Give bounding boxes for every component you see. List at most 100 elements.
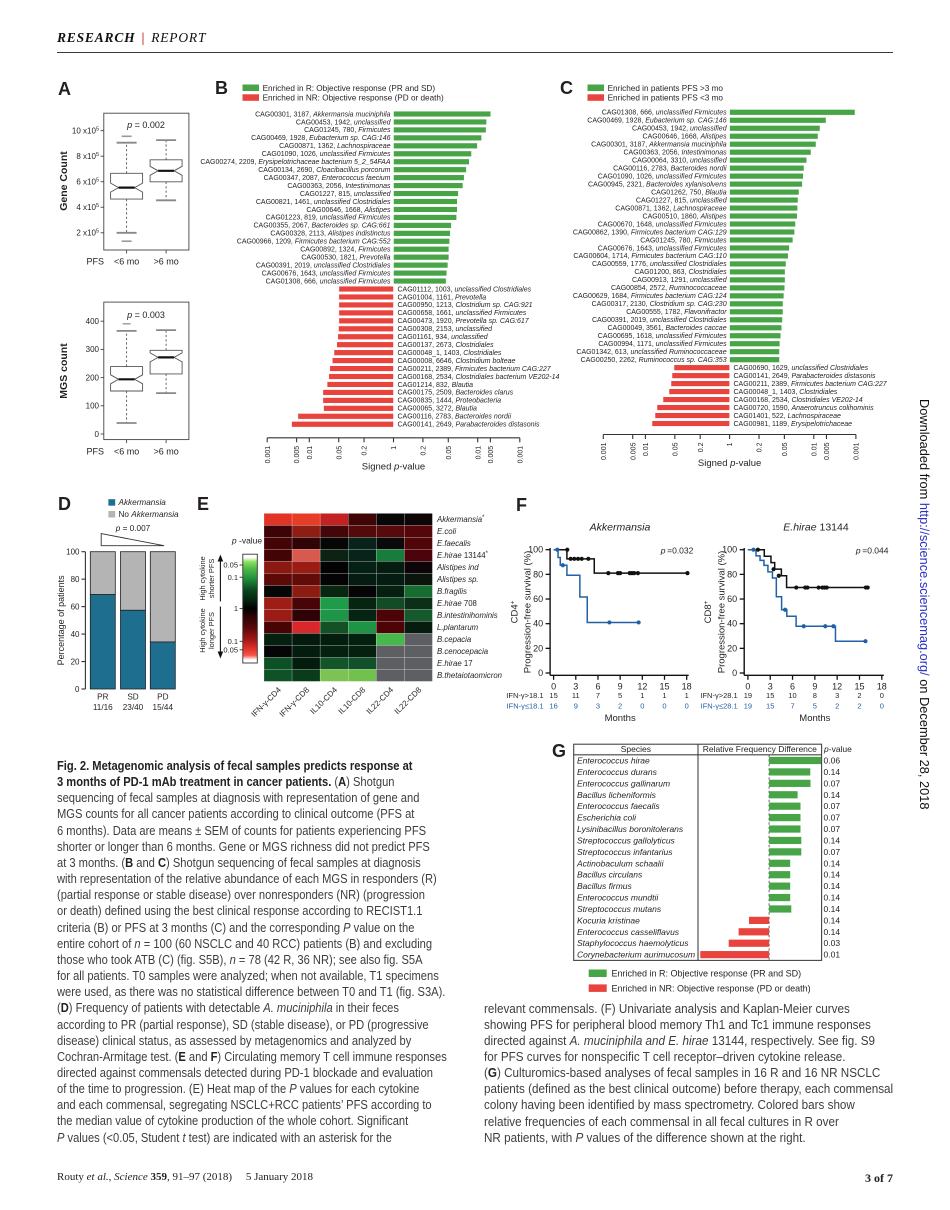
svg-text:100: 100 bbox=[86, 402, 100, 411]
svg-text:0.05: 0.05 bbox=[336, 446, 343, 460]
svg-text:Signed p-value: Signed p-value bbox=[698, 458, 761, 469]
svg-text:Kocuria kristinae: Kocuria kristinae bbox=[577, 915, 640, 925]
svg-text:E.hirae 13144*: E.hirae 13144* bbox=[437, 551, 489, 560]
svg-text:0: 0 bbox=[662, 702, 666, 711]
svg-text:0.2: 0.2 bbox=[421, 446, 428, 456]
svg-text:23/40: 23/40 bbox=[123, 703, 144, 712]
svg-text:longer PFS: longer PFS bbox=[207, 612, 216, 649]
svg-text:3: 3 bbox=[596, 702, 600, 711]
svg-text:Akkermansia: Akkermansia bbox=[118, 498, 167, 507]
svg-text:CAG00646, 1668, Alistipes: CAG00646, 1668, Alistipes bbox=[643, 134, 728, 141]
svg-text:CAG01245, 780, Firmicutes: CAG01245, 780, Firmicutes bbox=[640, 237, 727, 244]
svg-text:11: 11 bbox=[572, 691, 580, 700]
svg-text:No Akkermansia: No Akkermansia bbox=[119, 510, 180, 519]
svg-text:CAG01004, 1161, Prevotella: CAG01004, 1161, Prevotella bbox=[398, 294, 487, 301]
svg-text:2 x105: 2 x105 bbox=[76, 229, 99, 238]
svg-text:CAG00317, 2130, Clostridium sp: CAG00317, 2130, Clostridium sp. CAG:230 bbox=[592, 301, 727, 308]
svg-text:C: C bbox=[560, 78, 573, 98]
svg-text:9: 9 bbox=[618, 682, 623, 692]
svg-text:CAG00328, 2113, Alistipes indi: CAG00328, 2113, Alistipes indistinctus bbox=[270, 231, 391, 238]
svg-text:E: E bbox=[197, 494, 209, 514]
svg-text:IL10-CD8: IL10-CD8 bbox=[337, 685, 368, 716]
svg-text:7: 7 bbox=[790, 702, 794, 711]
svg-text:0: 0 bbox=[640, 702, 644, 711]
svg-text:0.2: 0.2 bbox=[698, 442, 705, 452]
svg-text:E.hirae 13144: E.hirae 13144 bbox=[783, 522, 849, 534]
svg-text:Signed p-value: Signed p-value bbox=[362, 461, 425, 472]
svg-text:E.coli: E.coli bbox=[437, 527, 456, 536]
svg-text:0.05: 0.05 bbox=[223, 561, 238, 570]
svg-text:60: 60 bbox=[71, 602, 80, 611]
svg-text:Enterococcus hirae: Enterococcus hirae bbox=[577, 756, 650, 766]
svg-text:Akkermansia*: Akkermansia* bbox=[436, 515, 485, 524]
svg-text:CAG00629, 1684, Firmicutes bac: CAG00629, 1684, Firmicutes bacterium CAG… bbox=[573, 293, 727, 300]
svg-text:Enriched in patients PFS <3 mo: Enriched in patients PFS <3 mo bbox=[608, 94, 724, 103]
svg-text:0.001: 0.001 bbox=[265, 446, 272, 464]
svg-text:1: 1 bbox=[234, 604, 238, 613]
svg-text:9: 9 bbox=[812, 682, 817, 692]
svg-text:CAG00966, 1209, Firmicutes bac: CAG00966, 1209, Firmicutes bacterium CAG… bbox=[237, 239, 391, 246]
svg-text:0.2: 0.2 bbox=[757, 442, 764, 452]
svg-text:Enterococcus gallinarum: Enterococcus gallinarum bbox=[577, 778, 670, 788]
svg-text:<6 mo: <6 mo bbox=[114, 257, 139, 267]
svg-text:0: 0 bbox=[538, 668, 543, 678]
svg-text:15: 15 bbox=[854, 682, 864, 692]
svg-text:0.005: 0.005 bbox=[630, 442, 637, 460]
svg-text:Enterococcus casseliflavus: Enterococcus casseliflavus bbox=[577, 927, 680, 937]
svg-text:0.001: 0.001 bbox=[854, 442, 861, 460]
svg-text:1: 1 bbox=[662, 691, 666, 700]
svg-text:E.hirae 17: E.hirae 17 bbox=[437, 659, 473, 668]
svg-text:15: 15 bbox=[660, 682, 670, 692]
svg-text:E.faecalis: E.faecalis bbox=[437, 539, 471, 548]
svg-text:Bacillus circulans: Bacillus circulans bbox=[577, 870, 643, 880]
svg-text:CAG00676, 1643, unclassified F: CAG00676, 1643, unclassified Firmicutes bbox=[262, 270, 391, 277]
svg-text:0.01: 0.01 bbox=[811, 442, 818, 456]
svg-text:CAG00116, 2783, Bacteroides no: CAG00116, 2783, Bacteroides nordii bbox=[613, 165, 727, 172]
svg-text:CAG01262, 750, Blautia: CAG01262, 750, Blautia bbox=[651, 189, 727, 196]
svg-text:F: F bbox=[516, 495, 527, 515]
svg-text:IL10-CD4: IL10-CD4 bbox=[309, 685, 340, 716]
svg-text:Progression-free survival (%): Progression-free survival (%) bbox=[523, 551, 534, 673]
svg-text:12: 12 bbox=[637, 682, 647, 692]
svg-text:B.thetaiotaomicron: B.thetaiotaomicron bbox=[437, 671, 502, 680]
svg-text:Enriched in NR: Objective resp: Enriched in NR: Objective response (PD o… bbox=[263, 94, 444, 103]
svg-text:<6 mo: <6 mo bbox=[114, 447, 139, 457]
svg-text:7: 7 bbox=[596, 691, 600, 700]
svg-text:0.05: 0.05 bbox=[672, 442, 679, 456]
svg-text:CAG00555, 1782, Flavonifractor: CAG00555, 1782, Flavonifractor bbox=[626, 309, 727, 316]
svg-text:0.01: 0.01 bbox=[643, 442, 650, 456]
svg-text:Streptococcus infantarius: Streptococcus infantarius bbox=[577, 847, 673, 857]
svg-text:Relative Frequency Difference: Relative Frequency Difference bbox=[703, 744, 817, 754]
svg-text:100: 100 bbox=[528, 545, 543, 555]
svg-text:11/16: 11/16 bbox=[93, 703, 113, 712]
svg-text:Actinobaculum schaalii: Actinobaculum schaalii bbox=[576, 858, 665, 868]
svg-text:Percentage of patients: Percentage of patients bbox=[56, 575, 66, 666]
svg-text:CAG00981, 1189, Erysipelotrich: CAG00981, 1189, Erysipelotrichaceae bbox=[734, 421, 853, 428]
svg-text:CAG01200, 863, Clostridiales: CAG01200, 863, Clostridiales bbox=[634, 269, 727, 276]
svg-text:CAG00676, 1643, unclassified F: CAG00676, 1643, unclassified Firmicutes bbox=[598, 245, 727, 252]
svg-text:p =0.044: p =0.044 bbox=[855, 546, 889, 556]
svg-text:CAG00064, 3310, unclassified: CAG00064, 3310, unclassified bbox=[632, 157, 728, 164]
svg-text:CAG00301, 3187, Akkermansia mu: CAG00301, 3187, Akkermansia muciniphila bbox=[255, 111, 391, 118]
svg-text:CAG00821, 1461, unclassified C: CAG00821, 1461, unclassified Clostridial… bbox=[256, 199, 391, 206]
svg-text:Species: Species bbox=[621, 744, 651, 754]
svg-text:100: 100 bbox=[722, 545, 737, 555]
svg-text:19: 19 bbox=[744, 702, 752, 711]
svg-text:CAG00994, 1171, unclassified F: CAG00994, 1171, unclassified Firmicutes bbox=[598, 341, 727, 348]
svg-text:8: 8 bbox=[813, 691, 817, 700]
svg-text:15: 15 bbox=[766, 702, 774, 711]
svg-text:CAG00363, 2056, Intestinimonas: CAG00363, 2056, Intestinimonas bbox=[623, 150, 727, 157]
svg-text:CAG00168, 2534, Clostridiales: CAG00168, 2534, Clostridiales bacterium … bbox=[398, 374, 560, 381]
svg-text:0.14: 0.14 bbox=[824, 881, 841, 891]
svg-text:p = 0.003: p = 0.003 bbox=[126, 310, 165, 320]
svg-text:D: D bbox=[58, 494, 71, 514]
svg-text:3: 3 bbox=[573, 682, 578, 692]
svg-text:CAG00363, 2056, Intestinimonas: CAG00363, 2056, Intestinimonas bbox=[287, 183, 391, 190]
svg-text:0: 0 bbox=[732, 668, 737, 678]
svg-text:CD4+: CD4+ bbox=[510, 600, 521, 623]
svg-text:100: 100 bbox=[66, 548, 80, 557]
svg-text:CAG00670, 1648, unclassified F: CAG00670, 1648, unclassified Firmicutes bbox=[598, 221, 727, 228]
svg-text:CAG00453, 1942, unclassified: CAG00453, 1942, unclassified bbox=[632, 126, 728, 133]
svg-text:4 x105: 4 x105 bbox=[76, 203, 99, 212]
svg-text:CAG00950, 1213, Clostridium sp: CAG00950, 1213, Clostridium sp. CAG:921 bbox=[398, 302, 533, 309]
